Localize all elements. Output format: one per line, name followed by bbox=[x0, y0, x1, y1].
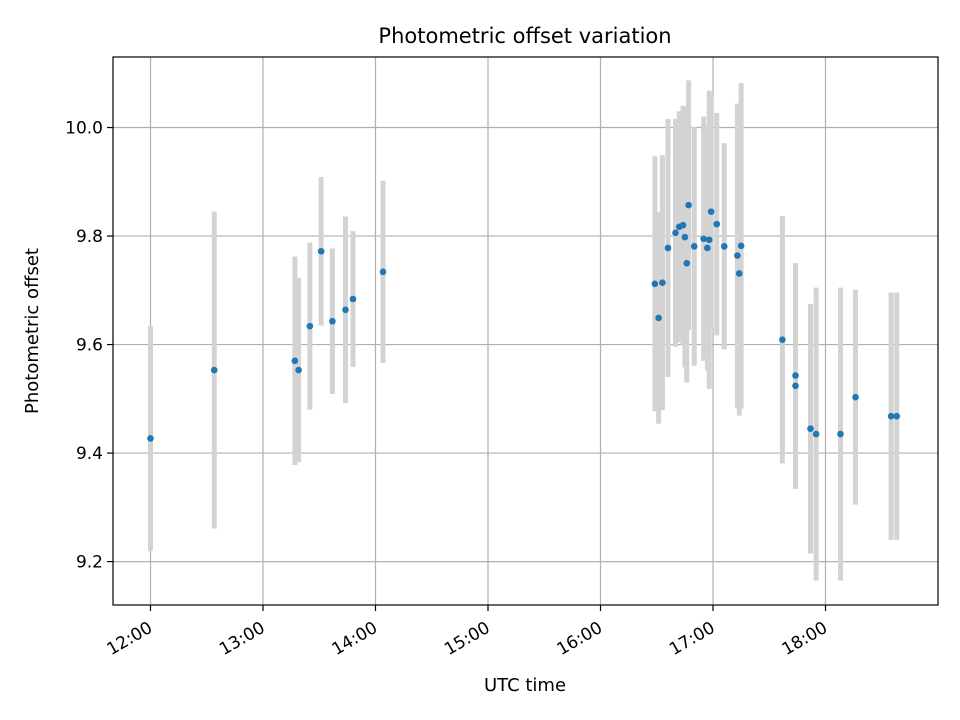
data-point bbox=[852, 393, 859, 401]
data-point bbox=[291, 357, 299, 365]
data-point bbox=[792, 372, 799, 379]
data-point bbox=[664, 244, 672, 252]
data-point bbox=[779, 336, 786, 343]
y-axis: 9.2 9.4 9.6 9.8 10.0 bbox=[65, 119, 113, 573]
data-point bbox=[317, 247, 325, 255]
data-point bbox=[681, 233, 689, 241]
data-point bbox=[707, 208, 715, 215]
data-point bbox=[737, 242, 745, 250]
data-point bbox=[720, 243, 728, 250]
x-tick-label: 14:00 bbox=[329, 618, 381, 660]
x-axis: 12:00 13:00 14:00 15:00 16:00 17:00 18:00 bbox=[104, 605, 831, 660]
data-point bbox=[147, 435, 154, 442]
x-axis-label: UTC time bbox=[484, 675, 566, 696]
y-tick-label: 9.6 bbox=[76, 336, 103, 356]
x-tick-label: 15:00 bbox=[441, 618, 493, 660]
data-point bbox=[306, 322, 314, 330]
data-point bbox=[812, 430, 820, 438]
data-point bbox=[651, 280, 659, 288]
data-point bbox=[735, 270, 743, 277]
data-point bbox=[329, 317, 336, 325]
data-point bbox=[807, 425, 814, 432]
y-tick-label: 9.8 bbox=[76, 227, 103, 247]
data-point bbox=[713, 220, 721, 228]
data-point bbox=[705, 236, 713, 244]
data-point bbox=[690, 243, 698, 250]
x-tick-label: 13:00 bbox=[216, 618, 268, 660]
data-point bbox=[679, 221, 687, 229]
y-axis-label: Photometric offset bbox=[22, 248, 43, 414]
data-point bbox=[655, 314, 662, 322]
data-point bbox=[734, 252, 741, 259]
data-point bbox=[685, 201, 692, 209]
x-tick-label: 12:00 bbox=[104, 618, 156, 660]
data-point bbox=[379, 268, 387, 276]
y-tick-label: 9.4 bbox=[76, 444, 103, 464]
data-point bbox=[342, 306, 349, 314]
data-point bbox=[672, 229, 679, 237]
data-point bbox=[659, 279, 666, 287]
data-point bbox=[700, 235, 707, 243]
y-tick-label: 9.2 bbox=[76, 553, 103, 573]
chart-title: Photometric offset variation bbox=[378, 24, 671, 48]
data-points bbox=[147, 201, 901, 442]
data-point bbox=[893, 412, 901, 420]
y-tick-label: 10.0 bbox=[65, 119, 103, 139]
data-point bbox=[887, 412, 895, 420]
data-point bbox=[683, 259, 691, 267]
x-tick-label: 18:00 bbox=[779, 618, 831, 660]
data-point bbox=[210, 366, 218, 374]
data-point bbox=[704, 244, 711, 252]
data-point bbox=[349, 295, 357, 303]
data-point bbox=[837, 430, 844, 438]
data-point bbox=[792, 382, 799, 390]
x-tick-label: 17:00 bbox=[666, 618, 718, 660]
x-tick-label: 16:00 bbox=[554, 618, 606, 660]
plot-frame bbox=[112, 56, 939, 606]
data-point bbox=[295, 366, 302, 374]
